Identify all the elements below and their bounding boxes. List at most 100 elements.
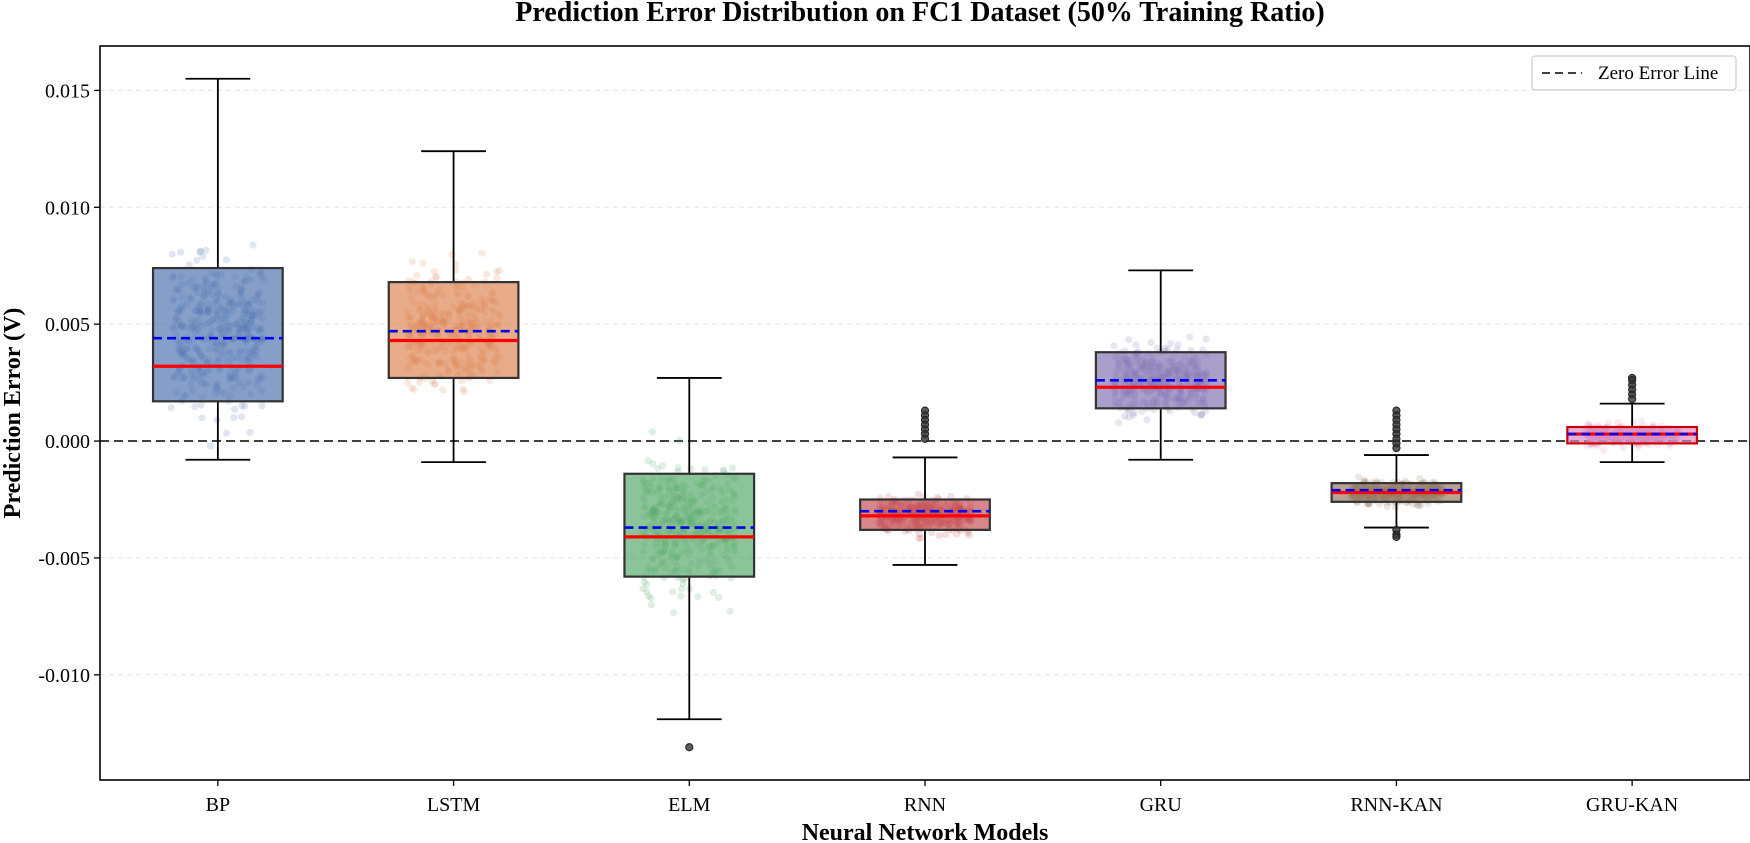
jitter-point [258, 402, 266, 410]
jitter-point [415, 378, 424, 386]
jitter-point [1132, 341, 1140, 349]
jitter-point [1197, 411, 1206, 419]
jitter-point [199, 252, 207, 261]
jitter-point [728, 464, 737, 472]
chart-title: Prediction Error Distribution on FC1 Dat… [515, 0, 1324, 28]
jitter-point [428, 377, 436, 385]
jitter-point [168, 250, 176, 258]
jitter-point [432, 273, 440, 281]
jitter-point [222, 429, 231, 437]
jitter-point [403, 378, 412, 387]
x-tick-label: BP [206, 794, 230, 816]
jitter-point [196, 248, 204, 256]
jitter-point [964, 529, 972, 537]
jitter-point [237, 413, 246, 421]
x-tick-label: RNN [904, 794, 946, 816]
jitter-point [458, 377, 466, 385]
jitter-point [965, 531, 973, 539]
jitter-point [249, 241, 257, 249]
jitter-point [1416, 475, 1424, 483]
jitter-point [230, 413, 238, 422]
jitter-point [715, 593, 723, 602]
x-tick-label: LSTM [427, 794, 481, 816]
jitter-point [1600, 446, 1608, 454]
legend-entry-zero-error: Zero Error Line [1598, 63, 1718, 84]
jitter-point [206, 442, 215, 450]
jitter-point [1629, 418, 1637, 426]
jitter-point [644, 592, 653, 600]
jitter-point [648, 428, 656, 436]
jitter-point [640, 578, 648, 586]
jitter-point [495, 266, 504, 274]
jitter-point [935, 531, 943, 540]
jitter-point [643, 588, 651, 596]
jitter-point [719, 466, 728, 474]
y-tick-label: 0.005 [45, 314, 90, 336]
jitter-point [914, 490, 922, 498]
jitter-point [1121, 412, 1129, 420]
jitter-point [1417, 501, 1425, 509]
jitter-point [1166, 340, 1175, 348]
jitter-point [1415, 501, 1423, 510]
legend-frame [1531, 55, 1737, 91]
jitter-point [678, 585, 686, 593]
jitter-point [176, 248, 185, 256]
jitter-point [493, 274, 501, 282]
jitter-point [676, 436, 684, 445]
jitter-point [1125, 335, 1133, 344]
jitter-point [694, 593, 702, 601]
jitter-point [238, 402, 246, 410]
jitter-point [941, 531, 950, 539]
jitter-point [1202, 335, 1210, 343]
box-elm [623, 472, 756, 578]
jitter-point [1161, 344, 1169, 352]
outlier-point [1392, 532, 1401, 541]
y-tick-label: -0.005 [38, 548, 90, 570]
jitter-point [1191, 409, 1199, 417]
jitter-point [1174, 341, 1182, 349]
x-tick-label: GRU-KAN [1586, 794, 1678, 816]
x-axis-label: Neural Network Models [802, 820, 1049, 843]
jitter-point [1137, 407, 1146, 416]
box-bp [151, 266, 284, 403]
jitter-point [647, 601, 655, 609]
y-tick-label: 0.010 [45, 197, 90, 219]
jitter-point [459, 385, 467, 394]
jitter-point [647, 594, 655, 602]
jitter-point [643, 580, 651, 589]
jitter-point [410, 385, 418, 393]
jitter-point [1360, 476, 1368, 484]
x-tick-label: GRU [1140, 794, 1183, 816]
jitter-point [1619, 444, 1628, 452]
jitter-point [430, 267, 439, 276]
outlier-point [1392, 443, 1401, 453]
outlier-point [920, 434, 930, 443]
jitter-point [202, 246, 210, 254]
jitter-point [413, 271, 421, 280]
jitter-point [197, 401, 205, 409]
legend: Zero Error Line [1531, 55, 1737, 91]
jitter-point [1114, 419, 1123, 427]
jitter-point [196, 247, 205, 255]
jitter-point [193, 256, 201, 264]
jitter-point [230, 405, 239, 413]
jitter-point [408, 257, 416, 266]
jitter-point [701, 466, 709, 474]
y-tick-label: -0.010 [38, 665, 90, 687]
y-tick-label: 0.015 [45, 80, 90, 102]
jitter-point [677, 592, 685, 600]
x-tick-label: ELM [668, 794, 710, 816]
jitter-point [1614, 419, 1622, 427]
jitter-point [198, 414, 206, 422]
jitter-point [1125, 413, 1133, 421]
jitter-point [953, 530, 961, 538]
jitter-point [654, 464, 662, 473]
jitter-point [1153, 344, 1161, 352]
jitter-point [430, 381, 439, 389]
x-tick-label: RNN-KAN [1350, 794, 1442, 816]
jitter-point [419, 259, 427, 267]
x-axis-ticks: BP LSTM ELM RNN GRU RNN-KAN GRU-KAN [206, 780, 1678, 816]
jitter-point [460, 388, 468, 396]
